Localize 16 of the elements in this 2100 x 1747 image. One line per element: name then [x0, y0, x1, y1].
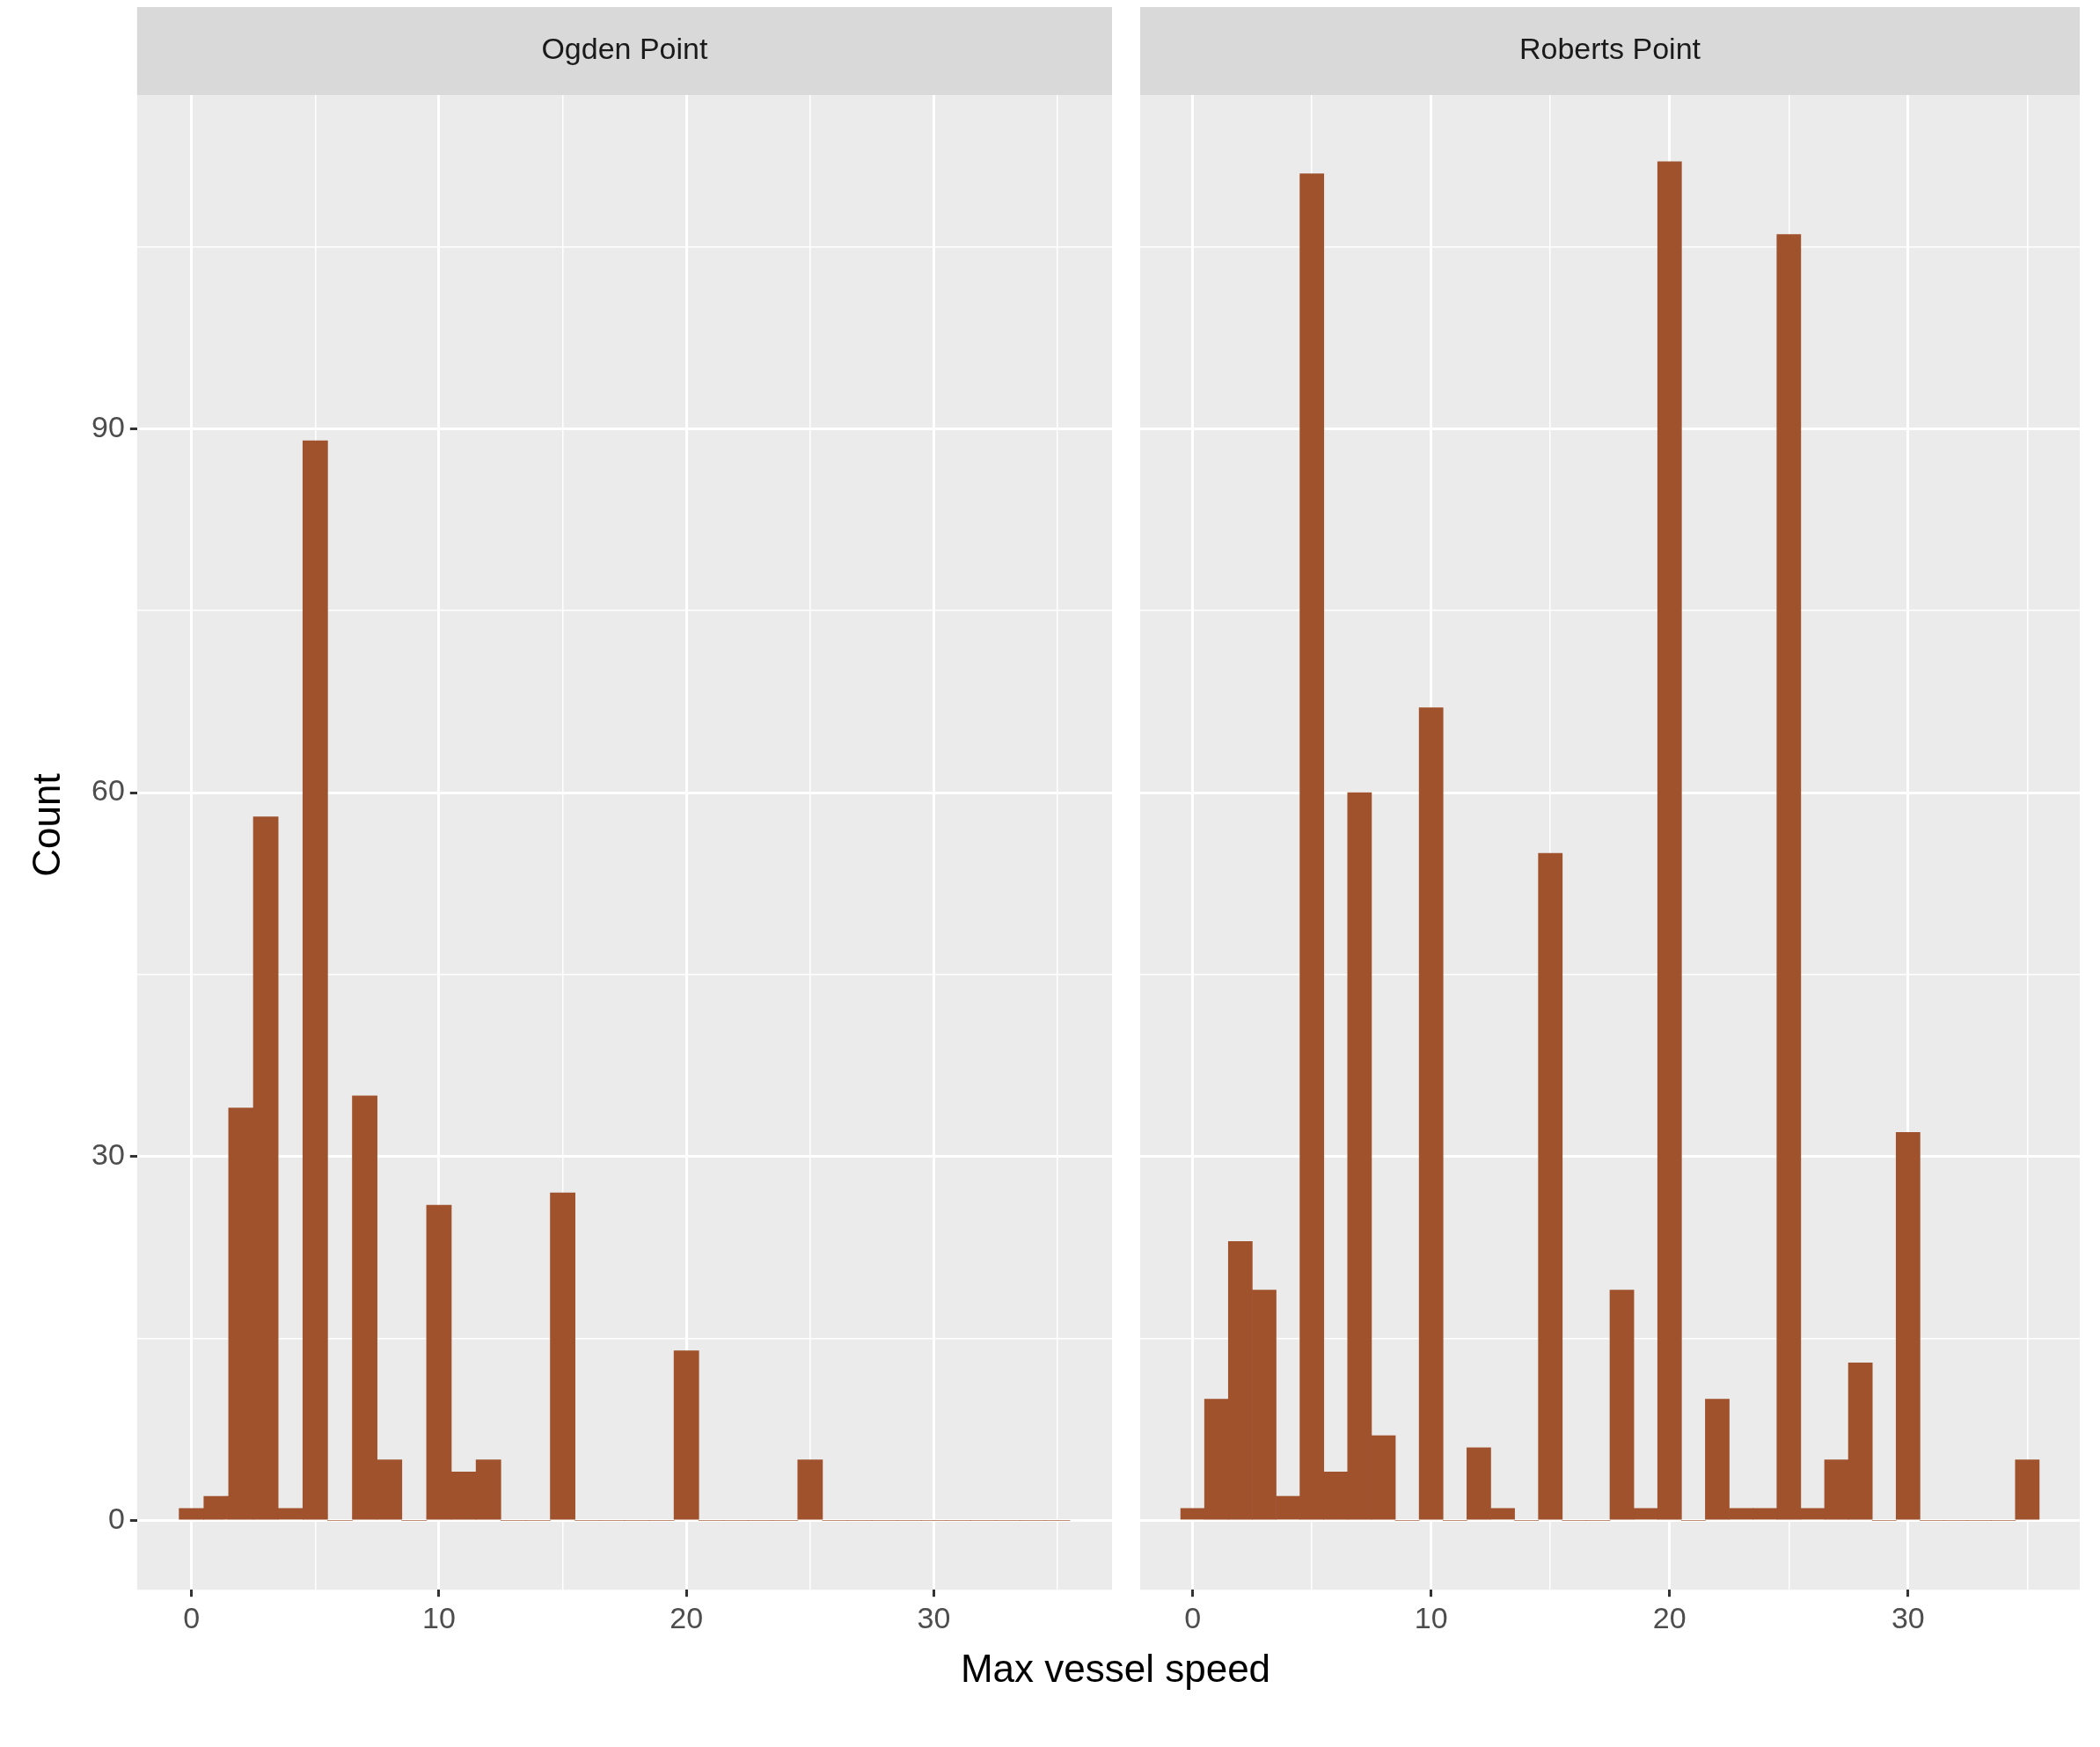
x-tick-label: 0 — [183, 1600, 201, 1634]
y-tick-label: 0 — [107, 1501, 125, 1535]
y-tick-label: 30 — [91, 1137, 125, 1172]
x-tick-label: 0 — [1184, 1600, 1202, 1634]
x-tick-label: 20 — [1652, 1600, 1687, 1634]
x-tick-label: 30 — [1891, 1600, 1925, 1634]
chart-title: Roberts Point — [1519, 32, 1701, 66]
y-axis-title: Count — [25, 773, 69, 877]
x-tick-label: 20 — [670, 1600, 704, 1634]
x-tick-label: 10 — [1414, 1600, 1448, 1634]
x-tick-label: 30 — [917, 1600, 951, 1634]
y-tick-label: 90 — [91, 409, 125, 443]
x-tick-label: 10 — [422, 1600, 456, 1634]
x-axis-title: Max vessel speed — [959, 1647, 1272, 1691]
y-tick-label: 60 — [91, 773, 125, 808]
chart-title: Ogden Point — [541, 32, 708, 66]
